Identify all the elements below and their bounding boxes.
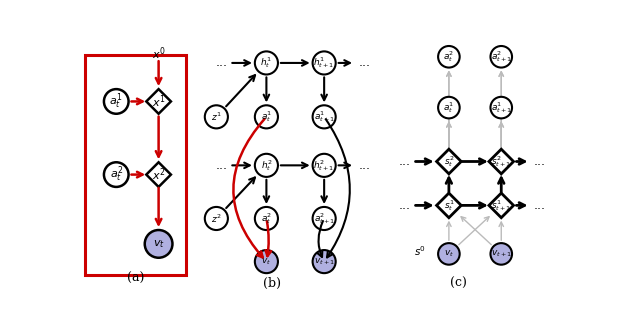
Text: $a_t^1$: $a_t^1$ — [109, 92, 123, 111]
Text: $x^2$: $x^2$ — [152, 166, 165, 183]
Circle shape — [490, 46, 512, 67]
Text: (c): (c) — [451, 277, 467, 290]
Text: $v_{t+1}$: $v_{t+1}$ — [491, 249, 512, 259]
Circle shape — [438, 97, 460, 119]
Text: ...: ... — [534, 199, 545, 212]
Circle shape — [145, 230, 172, 258]
Text: $a_t^1$: $a_t^1$ — [443, 100, 454, 115]
Text: $h_{t+1}^2$: $h_{t+1}^2$ — [314, 158, 335, 173]
Circle shape — [205, 105, 228, 128]
Circle shape — [205, 207, 228, 230]
Circle shape — [312, 250, 336, 273]
Text: $v_t$: $v_t$ — [261, 256, 271, 267]
Text: ...: ... — [359, 159, 371, 172]
Text: $a_{t+1}^2$: $a_{t+1}^2$ — [491, 49, 512, 64]
Text: $s_t^1$: $s_t^1$ — [444, 198, 454, 213]
Text: $s_t^2$: $s_t^2$ — [444, 154, 454, 169]
Text: $v_t$: $v_t$ — [444, 249, 454, 259]
Circle shape — [255, 207, 278, 230]
Circle shape — [490, 97, 512, 119]
Text: ...: ... — [399, 199, 411, 212]
Text: $z^2$: $z^2$ — [211, 212, 221, 225]
Text: $s_{t+1}^2$: $s_{t+1}^2$ — [491, 154, 511, 169]
Text: $s_{t+1}^1$: $s_{t+1}^1$ — [491, 198, 511, 213]
Polygon shape — [147, 89, 171, 114]
Circle shape — [104, 162, 129, 187]
Text: ...: ... — [399, 155, 411, 168]
Text: $a_{t+1}^1$: $a_{t+1}^1$ — [314, 109, 335, 124]
Text: (a): (a) — [127, 272, 144, 285]
Text: $a_t^1$: $a_t^1$ — [260, 109, 272, 124]
Circle shape — [312, 154, 336, 177]
Text: $a_t^2$: $a_t^2$ — [444, 49, 454, 64]
Polygon shape — [436, 149, 461, 174]
Text: ...: ... — [534, 155, 545, 168]
Text: $a_t^2$: $a_t^2$ — [109, 165, 123, 184]
Circle shape — [255, 250, 278, 273]
Circle shape — [312, 51, 336, 74]
Polygon shape — [489, 193, 513, 218]
Text: (b): (b) — [263, 277, 281, 290]
Circle shape — [312, 207, 336, 230]
Text: $v_t$: $v_t$ — [153, 238, 164, 250]
Text: $z^1$: $z^1$ — [211, 111, 221, 123]
Circle shape — [255, 105, 278, 128]
Circle shape — [438, 46, 460, 67]
Text: $a_t^2$: $a_t^2$ — [260, 211, 272, 226]
Circle shape — [255, 51, 278, 74]
Polygon shape — [436, 193, 461, 218]
Circle shape — [312, 105, 336, 128]
Circle shape — [438, 243, 460, 265]
Circle shape — [104, 89, 129, 114]
Text: $x^1$: $x^1$ — [152, 93, 165, 110]
Polygon shape — [147, 162, 171, 187]
Circle shape — [255, 154, 278, 177]
Circle shape — [490, 243, 512, 265]
Text: $x^0$: $x^0$ — [152, 45, 166, 62]
Text: $s^0$: $s^0$ — [414, 245, 426, 259]
Text: ...: ... — [216, 159, 228, 172]
Polygon shape — [489, 149, 513, 174]
Text: $v_{t+1}$: $v_{t+1}$ — [314, 256, 335, 267]
Text: ...: ... — [216, 56, 228, 69]
Text: $a_{t+1}^2$: $a_{t+1}^2$ — [314, 211, 335, 226]
Text: $h_t^2$: $h_t^2$ — [260, 158, 272, 173]
Text: $h_t^1$: $h_t^1$ — [260, 55, 273, 70]
Text: $h_{t+1}^1$: $h_{t+1}^1$ — [314, 55, 335, 70]
Text: ...: ... — [359, 56, 371, 69]
Text: $a_{t+1}^1$: $a_{t+1}^1$ — [491, 100, 512, 115]
